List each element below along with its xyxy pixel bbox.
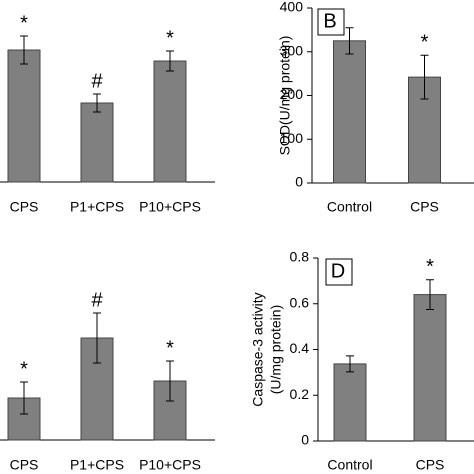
annotation: * [166, 337, 174, 359]
annotation: # [91, 70, 103, 92]
y-axis-label: SOD(U/mg protein) [277, 36, 293, 156]
x-tick-label: P1+CPS [70, 199, 124, 215]
x-tick-label: Control [327, 457, 372, 473]
x-tick-label: P10+CPS [139, 199, 201, 215]
annotation: * [20, 12, 28, 34]
error-bar [20, 381, 28, 415]
annotation: # [91, 289, 103, 311]
bar [333, 363, 367, 442]
y-tick-label: 100 [280, 130, 304, 146]
bar [153, 60, 187, 183]
y-tick-label: 0.6 [290, 294, 310, 310]
x-tick-label: CPS [410, 199, 439, 215]
panel-label: D [331, 260, 345, 282]
error-bar [93, 93, 101, 113]
panel-label-box [317, 8, 345, 36]
y-tick-label: 400 [280, 0, 304, 15]
annotation: * [20, 358, 28, 380]
x-tick-label: CPS [416, 457, 445, 473]
x-tick-label: CPS [10, 199, 39, 215]
y-tick-label: 0.4 [290, 340, 310, 356]
bar [413, 294, 447, 442]
y-tick-label: 300 [280, 42, 304, 58]
y-tick-label: 200 [280, 86, 304, 102]
bar [80, 102, 114, 183]
error-bar [20, 35, 28, 65]
y-tick-label: 0.8 [290, 249, 310, 265]
x-tick-label: CPS [10, 457, 39, 473]
error-bar [166, 50, 174, 72]
y-axis-label: (U/mg protein) [268, 305, 284, 394]
error-bar [426, 279, 434, 310]
y-tick-label: 0.2 [290, 386, 310, 402]
x-tick-label: Control [327, 199, 372, 215]
error-bar [166, 360, 174, 402]
panel-label: B [323, 10, 336, 32]
annotation: * [166, 27, 174, 49]
x-tick-label: P1+CPS [70, 457, 124, 473]
bar [333, 40, 366, 184]
y-tick-label: 0 [301, 432, 309, 448]
error-bar [345, 27, 354, 55]
y-tick-label: 0 [295, 174, 303, 190]
annotation: * [421, 32, 429, 54]
bar [7, 397, 41, 441]
bar [7, 49, 41, 183]
error-bar [420, 54, 429, 100]
annotation: * [426, 256, 434, 278]
x-tick-label: P10+CPS [139, 457, 201, 473]
y-axis-label: Caspase-3 activity [250, 292, 266, 406]
error-bar [93, 312, 101, 364]
error-bar [346, 355, 354, 373]
panel-label-box [325, 258, 353, 286]
